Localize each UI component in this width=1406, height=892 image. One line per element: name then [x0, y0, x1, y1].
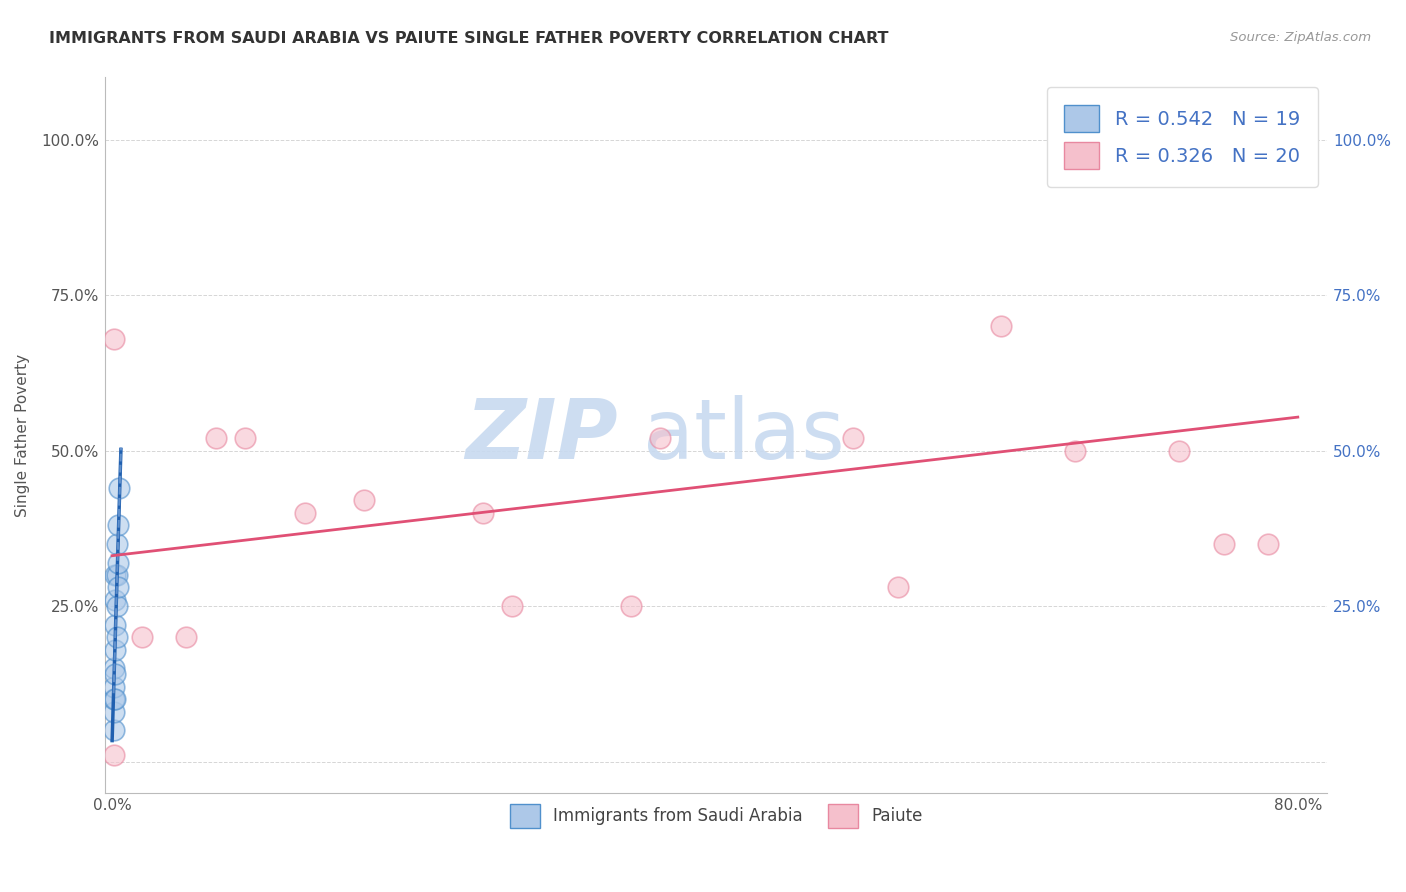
Point: [842, 431, 865, 445]
Y-axis label: Single Father Poverty: Single Father Poverty: [15, 353, 30, 516]
Point: [1064, 443, 1087, 458]
Point: [1139, 133, 1161, 147]
Text: IMMIGRANTS FROM SAUDI ARABIA VS PAIUTE SINGLE FATHER POVERTY CORRELATION CHART: IMMIGRANTS FROM SAUDI ARABIA VS PAIUTE S…: [49, 31, 889, 46]
Point: [105, 568, 128, 582]
Point: [104, 568, 127, 582]
Text: ZIP: ZIP: [465, 394, 619, 475]
Point: [103, 748, 125, 763]
Text: Source: ZipAtlas.com: Source: ZipAtlas.com: [1230, 31, 1371, 45]
Point: [105, 599, 128, 613]
Point: [103, 661, 125, 675]
Point: [990, 319, 1012, 334]
Point: [103, 705, 125, 719]
Point: [294, 506, 316, 520]
Point: [501, 599, 523, 613]
Point: [104, 692, 127, 706]
Point: [108, 481, 131, 495]
Point: [105, 537, 128, 551]
Point: [174, 630, 197, 644]
Point: [104, 617, 127, 632]
Point: [107, 556, 129, 570]
Point: [1212, 537, 1234, 551]
Point: [103, 332, 125, 346]
Point: [107, 518, 129, 533]
Legend: Immigrants from Saudi Arabia, Paiute: Immigrants from Saudi Arabia, Paiute: [503, 797, 929, 834]
Point: [104, 592, 127, 607]
Point: [650, 431, 672, 445]
Point: [107, 581, 129, 595]
Point: [105, 630, 128, 644]
Point: [471, 506, 494, 520]
Point: [103, 723, 125, 738]
Point: [1168, 443, 1191, 458]
Point: [103, 680, 125, 694]
Point: [131, 630, 153, 644]
Point: [235, 431, 257, 445]
Point: [104, 642, 127, 657]
Point: [620, 599, 643, 613]
Point: [103, 692, 125, 706]
Point: [1257, 537, 1279, 551]
Point: [104, 667, 127, 681]
Point: [353, 493, 375, 508]
Text: atlas: atlas: [643, 394, 845, 475]
Point: [886, 581, 908, 595]
Point: [205, 431, 228, 445]
